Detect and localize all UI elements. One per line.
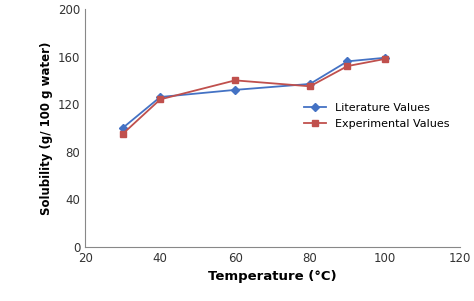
Line: Literature Values: Literature Values xyxy=(119,55,388,131)
Literature Values xyxy=(345,60,350,63)
Line: Experimental Values: Experimental Values xyxy=(119,56,388,137)
Legend: Literature Values, Experimental Values: Literature Values, Experimental Values xyxy=(300,98,454,134)
Literature Values xyxy=(307,82,313,86)
Literature Values xyxy=(120,126,126,130)
Literature Values xyxy=(382,56,388,60)
X-axis label: Temperature (°C): Temperature (°C) xyxy=(208,270,337,283)
Literature Values xyxy=(232,88,238,92)
Experimental Values xyxy=(382,57,388,61)
Experimental Values xyxy=(120,132,126,136)
Literature Values xyxy=(157,95,163,99)
Experimental Values xyxy=(345,64,350,68)
Experimental Values xyxy=(307,85,313,88)
Y-axis label: Solubility (g/ 100 g water): Solubility (g/ 100 g water) xyxy=(39,41,53,215)
Experimental Values xyxy=(232,79,238,82)
Experimental Values xyxy=(157,98,163,101)
